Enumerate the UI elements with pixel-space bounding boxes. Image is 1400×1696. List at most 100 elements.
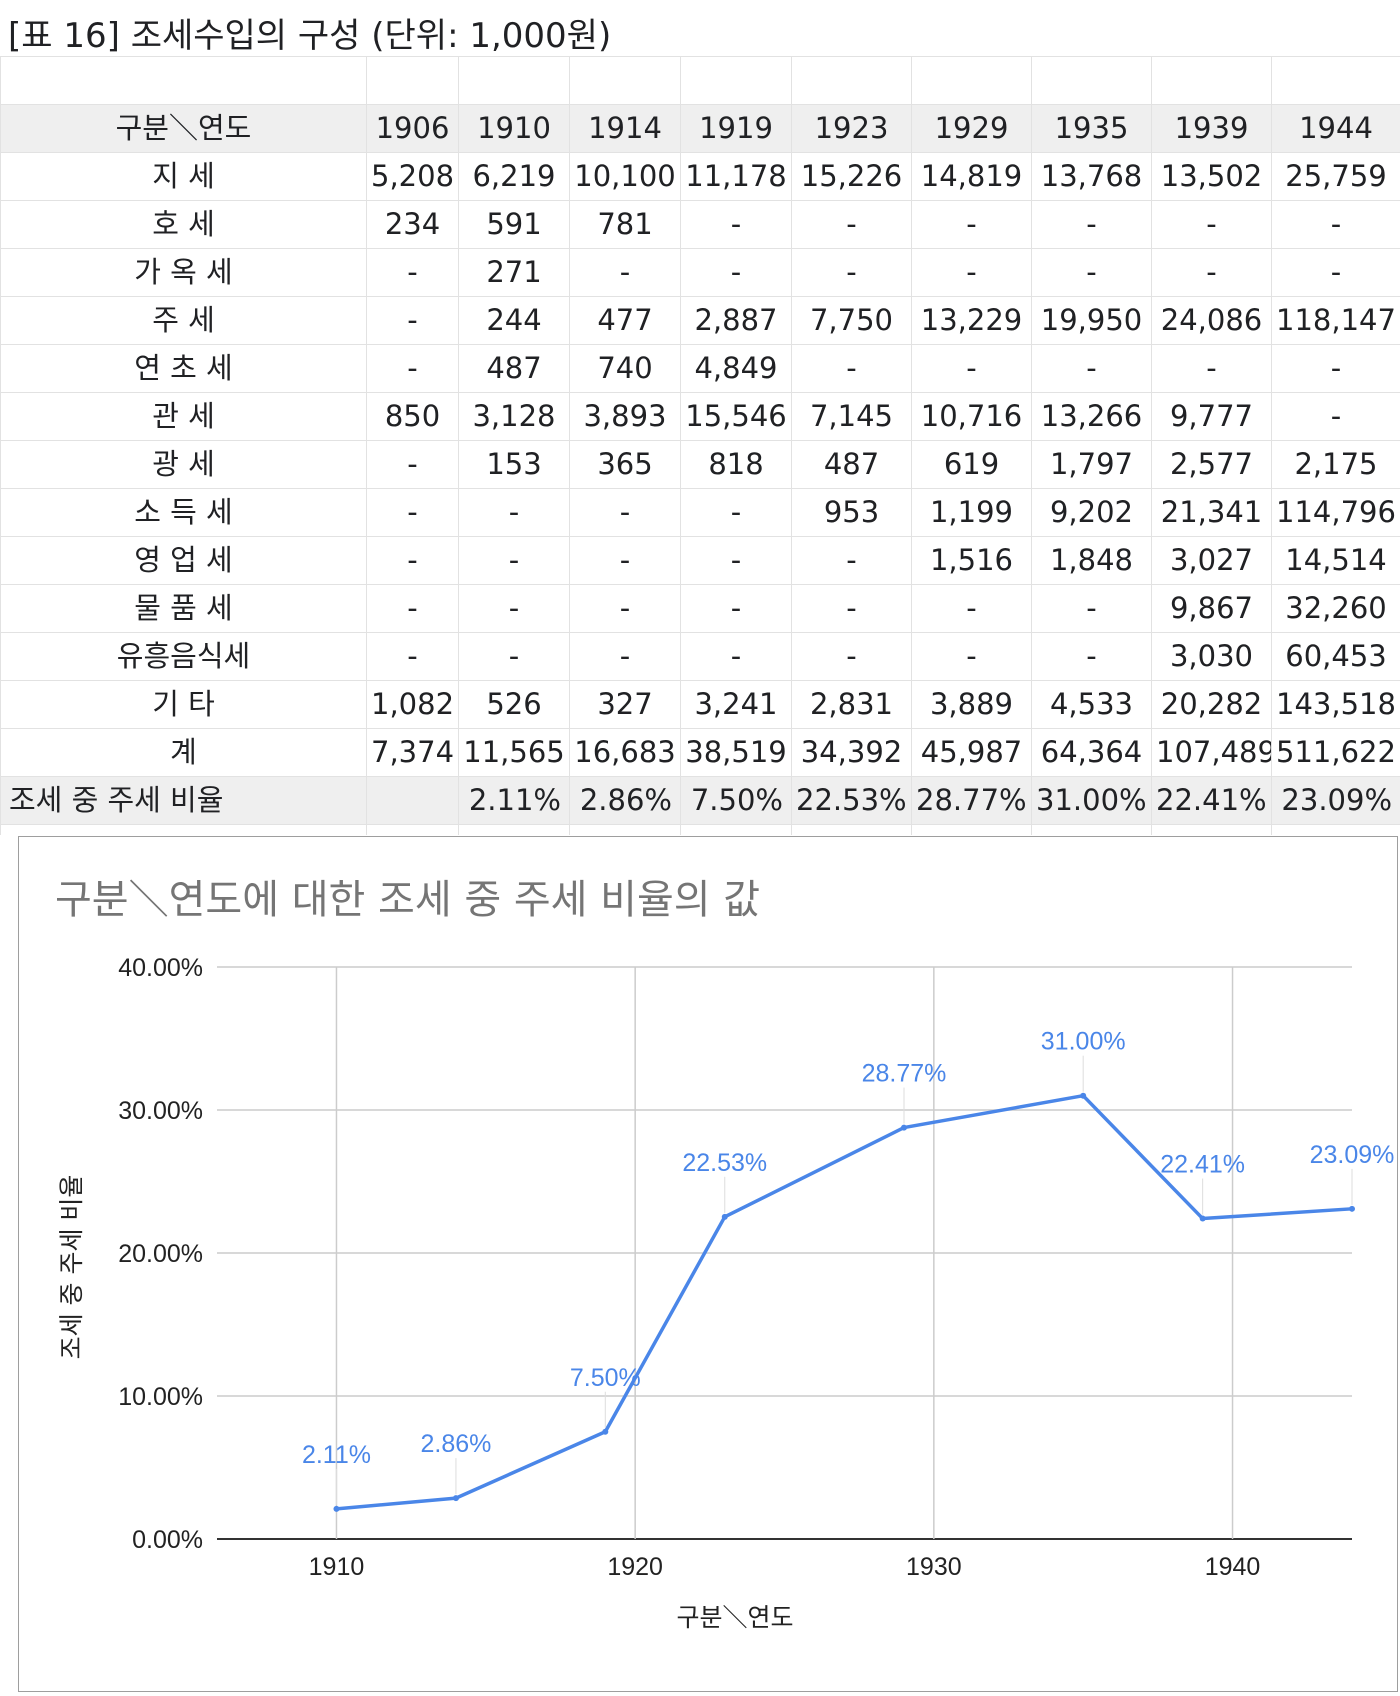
year-header-cell[interactable]: 1944	[1271, 104, 1400, 153]
value-cell[interactable]: 13,266	[1031, 392, 1152, 441]
value-cell[interactable]: 7,374	[366, 728, 459, 777]
value-cell[interactable]: 1,082	[366, 680, 459, 729]
value-cell[interactable]: -	[366, 440, 459, 489]
value-cell[interactable]: -	[1271, 392, 1400, 441]
value-cell[interactable]: -	[1031, 248, 1152, 297]
value-cell[interactable]: 3,128	[458, 392, 570, 441]
ratio-value-cell[interactable]: 31.00%	[1031, 776, 1152, 825]
value-cell[interactable]: 3,027	[1151, 536, 1272, 585]
value-cell[interactable]: -	[1031, 584, 1152, 633]
value-cell[interactable]: -	[366, 488, 459, 537]
value-cell[interactable]: -	[791, 584, 912, 633]
year-header-cell[interactable]: 1906	[366, 104, 459, 153]
value-cell[interactable]: 11,565	[458, 728, 570, 777]
value-cell[interactable]: 60,453	[1271, 632, 1400, 681]
value-cell[interactable]: 487	[791, 440, 912, 489]
value-cell[interactable]: 20,282	[1151, 680, 1272, 729]
row-label-cell[interactable]: 계	[0, 728, 367, 777]
value-cell[interactable]: 2,887	[680, 296, 792, 345]
ratio-value-cell[interactable]: 22.41%	[1151, 776, 1272, 825]
value-cell[interactable]: 3,889	[911, 680, 1032, 729]
ratio-value-cell[interactable]: 23.09%	[1271, 776, 1400, 825]
value-cell[interactable]: -	[366, 296, 459, 345]
value-cell[interactable]: -	[791, 248, 912, 297]
value-cell[interactable]: -	[458, 632, 570, 681]
value-cell[interactable]: 740	[569, 344, 681, 393]
value-cell[interactable]: 3,030	[1151, 632, 1272, 681]
value-cell[interactable]: 114,796	[1271, 488, 1400, 537]
value-cell[interactable]: 14,819	[911, 152, 1032, 201]
value-cell[interactable]: 11,178	[680, 152, 792, 201]
value-cell[interactable]: 10,716	[911, 392, 1032, 441]
value-cell[interactable]: 32,260	[1271, 584, 1400, 633]
value-cell[interactable]: -	[1151, 248, 1272, 297]
value-cell[interactable]: 1,797	[1031, 440, 1152, 489]
value-cell[interactable]: -	[680, 536, 792, 585]
value-cell[interactable]: -	[569, 632, 681, 681]
row-label-cell[interactable]: 주 세	[0, 296, 367, 345]
year-header-cell[interactable]: 1929	[911, 104, 1032, 153]
header-label-cell[interactable]: 구분＼연도	[0, 104, 367, 153]
value-cell[interactable]: -	[1271, 344, 1400, 393]
value-cell[interactable]: -	[569, 584, 681, 633]
year-header-cell[interactable]: 1914	[569, 104, 681, 153]
value-cell[interactable]: -	[791, 632, 912, 681]
value-cell[interactable]: 9,867	[1151, 584, 1272, 633]
value-cell[interactable]: 781	[569, 200, 681, 249]
value-cell[interactable]: 14,514	[1271, 536, 1400, 585]
empty-cell[interactable]	[1271, 56, 1400, 105]
value-cell[interactable]: 24,086	[1151, 296, 1272, 345]
year-header-cell[interactable]: 1923	[791, 104, 912, 153]
value-cell[interactable]: 2,831	[791, 680, 912, 729]
value-cell[interactable]: 38,519	[680, 728, 792, 777]
empty-cell[interactable]	[1031, 56, 1152, 105]
ratio-value-cell[interactable]: 7.50%	[680, 776, 792, 825]
value-cell[interactable]: -	[1031, 344, 1152, 393]
year-header-cell[interactable]: 1939	[1151, 104, 1272, 153]
value-cell[interactable]: 45,987	[911, 728, 1032, 777]
value-cell[interactable]: 15,546	[680, 392, 792, 441]
value-cell[interactable]: -	[569, 248, 681, 297]
row-label-cell[interactable]: 기 타	[0, 680, 367, 729]
value-cell[interactable]: -	[911, 200, 1032, 249]
value-cell[interactable]: -	[791, 344, 912, 393]
value-cell[interactable]: -	[680, 248, 792, 297]
row-label-cell[interactable]: 연 초 세	[0, 344, 367, 393]
value-cell[interactable]: 13,229	[911, 296, 1032, 345]
value-cell[interactable]: 6,219	[458, 152, 570, 201]
value-cell[interactable]: 64,364	[1031, 728, 1152, 777]
value-cell[interactable]: -	[680, 488, 792, 537]
empty-cell[interactable]	[911, 56, 1032, 105]
value-cell[interactable]: 5,208	[366, 152, 459, 201]
value-cell[interactable]: -	[1151, 344, 1272, 393]
value-cell[interactable]: -	[911, 344, 1032, 393]
empty-cell[interactable]	[1151, 56, 1272, 105]
value-cell[interactable]: -	[366, 584, 459, 633]
value-cell[interactable]: -	[366, 344, 459, 393]
value-cell[interactable]: 143,518	[1271, 680, 1400, 729]
value-cell[interactable]: -	[1151, 200, 1272, 249]
year-header-cell[interactable]: 1910	[458, 104, 570, 153]
value-cell[interactable]: 10,100	[569, 152, 681, 201]
value-cell[interactable]: 13,768	[1031, 152, 1152, 201]
value-cell[interactable]: -	[1031, 200, 1152, 249]
ratio-value-cell[interactable]: 22.53%	[791, 776, 912, 825]
ratio-value-cell[interactable]: 2.86%	[569, 776, 681, 825]
empty-cell[interactable]	[0, 56, 367, 105]
value-cell[interactable]: 953	[791, 488, 912, 537]
value-cell[interactable]: 850	[366, 392, 459, 441]
value-cell[interactable]: -	[569, 488, 681, 537]
value-cell[interactable]: -	[911, 632, 1032, 681]
row-label-cell[interactable]: 물 품 세	[0, 584, 367, 633]
value-cell[interactable]: 234	[366, 200, 459, 249]
empty-cell[interactable]	[680, 56, 792, 105]
value-cell[interactable]: -	[680, 584, 792, 633]
value-cell[interactable]: -	[1271, 248, 1400, 297]
value-cell[interactable]: 107,489	[1151, 728, 1272, 777]
value-cell[interactable]: -	[1031, 632, 1152, 681]
value-cell[interactable]: 4,533	[1031, 680, 1152, 729]
value-cell[interactable]: 365	[569, 440, 681, 489]
value-cell[interactable]: 118,147	[1271, 296, 1400, 345]
value-cell[interactable]: 19,950	[1031, 296, 1152, 345]
value-cell[interactable]: 511,622	[1271, 728, 1400, 777]
